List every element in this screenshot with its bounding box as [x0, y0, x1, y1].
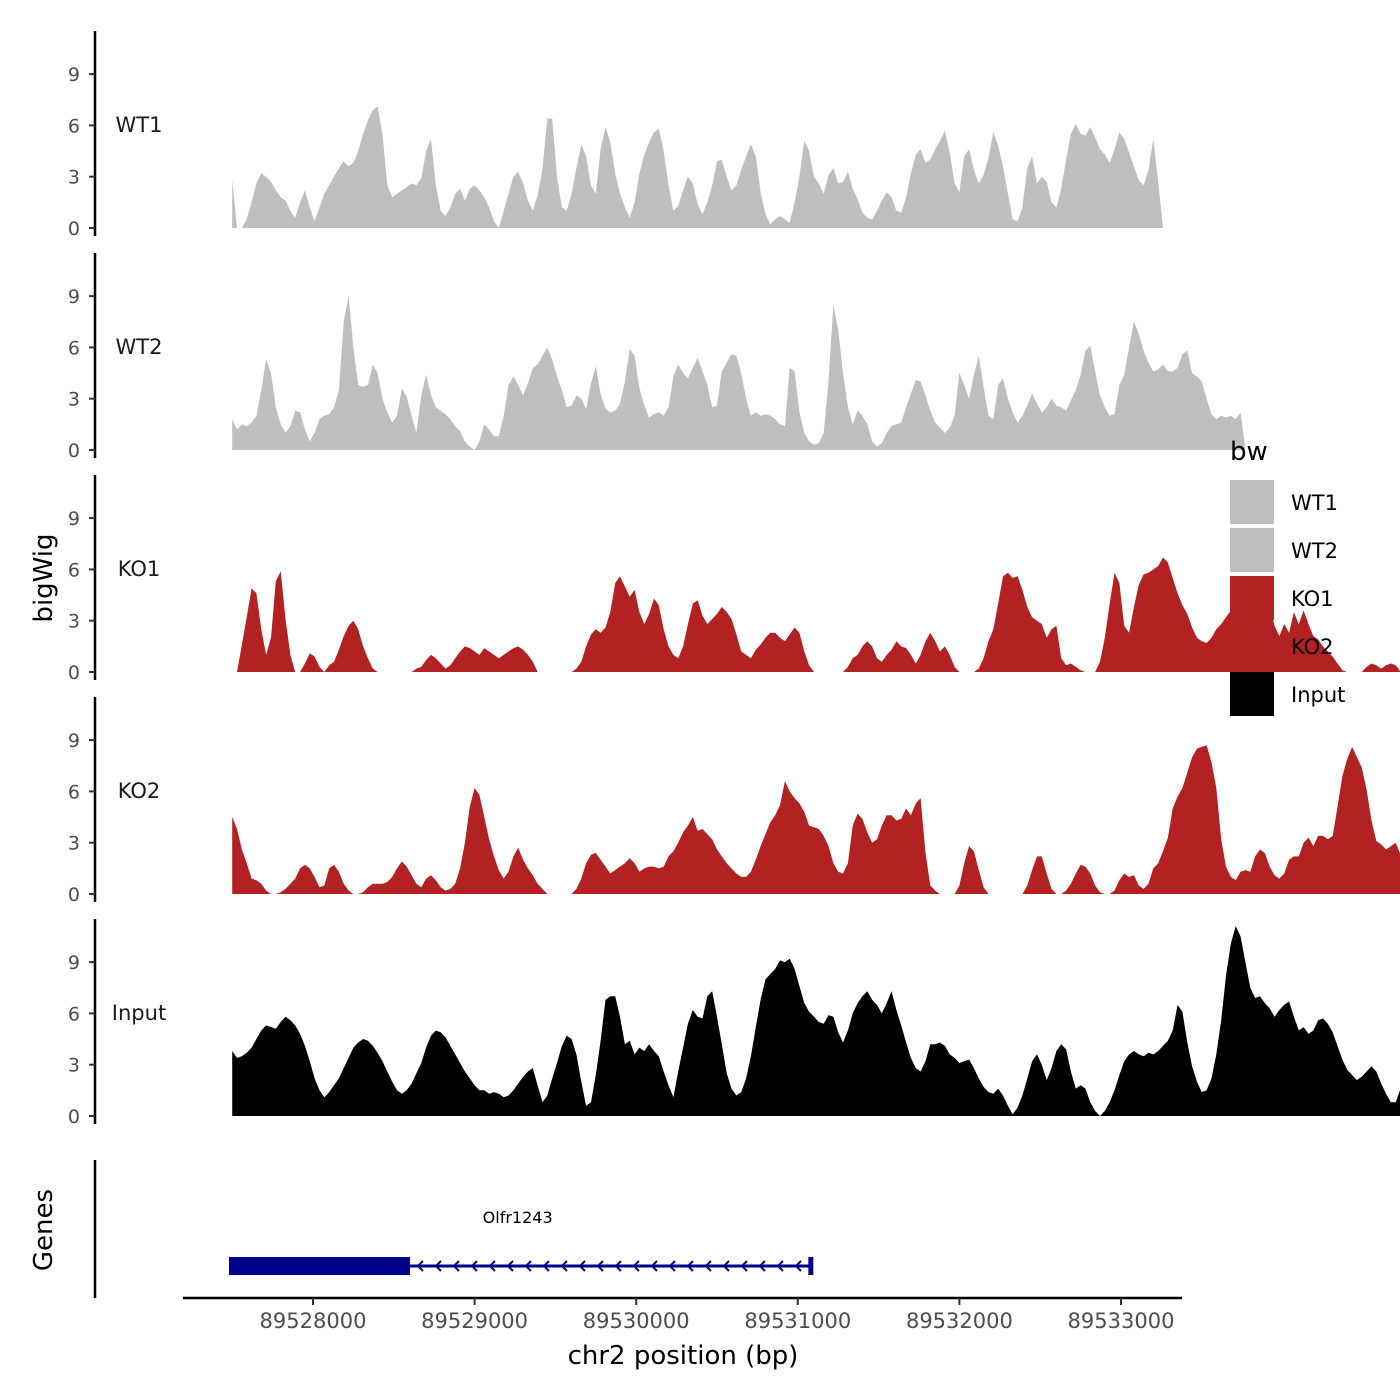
- y-tick-label: 6: [68, 115, 80, 137]
- y-axis-title: bigWig: [29, 533, 59, 622]
- gene-strand-chevron: [650, 1260, 658, 1272]
- x-tick-label: 89530000: [583, 1309, 690, 1333]
- y-tick-label: 0: [68, 440, 80, 462]
- y-tick-label: 9: [68, 730, 80, 752]
- gene-strand-chevron: [596, 1260, 604, 1272]
- gene-strand-chevron: [722, 1260, 730, 1272]
- gene-strand-chevron: [452, 1260, 460, 1272]
- gene-strand-chevron: [758, 1260, 766, 1272]
- gene-exon-block: [228, 1257, 410, 1275]
- y-tick-label: 3: [68, 389, 80, 411]
- gene-strand-chevron: [506, 1260, 514, 1272]
- gene-strand-chevron: [416, 1260, 424, 1272]
- y-tick-label: 6: [68, 781, 80, 803]
- y-tick-label: 9: [68, 508, 80, 530]
- x-tick-label: 89528000: [260, 1309, 367, 1333]
- y-tick-label: 3: [68, 611, 80, 633]
- y-tick-label: 6: [68, 559, 80, 581]
- y-tick-label: 0: [68, 1106, 80, 1128]
- gene-strand-chevron: [434, 1260, 442, 1272]
- y-tick-label: 9: [68, 64, 80, 86]
- legend-label: WT1: [1291, 491, 1338, 515]
- legend-swatch-input: [1230, 672, 1274, 716]
- y-tick-label: 3: [68, 833, 80, 855]
- gene-strand-chevron: [776, 1260, 784, 1272]
- legend-swatch-ko1: [1230, 576, 1274, 620]
- gene-strand-chevron: [614, 1260, 622, 1272]
- track-label: Input: [112, 1001, 166, 1025]
- gene-strand-chevron: [740, 1260, 748, 1272]
- y-tick-label: 3: [68, 1055, 80, 1077]
- gene-track-title: Genes: [29, 1189, 59, 1271]
- legend-label: KO1: [1291, 587, 1334, 611]
- track-label: WT1: [116, 113, 163, 137]
- series-area: [232, 745, 1400, 894]
- x-tick-label: 89531000: [744, 1309, 851, 1333]
- gene-strand-chevron: [686, 1260, 694, 1272]
- y-tick-label: 3: [68, 167, 80, 189]
- gene-strand-chevron: [560, 1260, 568, 1272]
- y-tick-label: 0: [68, 884, 80, 906]
- y-tick-label: 6: [68, 1003, 80, 1025]
- track-label: WT2: [116, 335, 163, 359]
- legend-swatch-wt2: [1230, 528, 1274, 572]
- y-tick-label: 9: [68, 952, 80, 974]
- legend-label: Input: [1291, 683, 1345, 707]
- gene-olfr1243: Olfr1243: [228, 1208, 814, 1275]
- x-tick-label: 89532000: [906, 1309, 1013, 1333]
- gene-strand-chevron: [488, 1260, 496, 1272]
- y-tick-label: 0: [68, 218, 80, 240]
- gene-strand-chevron: [524, 1260, 532, 1272]
- series-area: [232, 296, 1246, 450]
- track-ko1: 0 3 6 9 KO1: [68, 475, 1400, 684]
- legend-label: KO2: [1291, 635, 1334, 659]
- legend: bw WT1 WT2 KO1 KO2 Input: [1230, 437, 1345, 716]
- series-area: [232, 926, 1400, 1116]
- gene-strand-chevron: [668, 1260, 676, 1272]
- signal-tracks: 0 3 6 9 WT1 0 3 6 9 WT2 0 3 6 9 KO1 0 3 6 9 KO2 0 3 6 9 Input: [68, 31, 1400, 1128]
- x-axis-title: chr2 position (bp): [568, 1341, 799, 1371]
- track-wt1: 0 3 6 9 WT1: [68, 31, 1163, 240]
- legend-title: bw: [1230, 437, 1268, 467]
- y-tick-label: 0: [68, 662, 80, 684]
- track-label: KO1: [118, 557, 161, 581]
- legend-swatch-wt1: [1230, 480, 1274, 524]
- gene-name-label: Olfr1243: [483, 1208, 553, 1227]
- gene-strand-chevron: [704, 1260, 712, 1272]
- gene-strand-chevron: [794, 1260, 802, 1272]
- legend-label: WT2: [1291, 539, 1338, 563]
- gene-track: Olfr1243: [93, 1160, 814, 1298]
- x-tick-label: 89533000: [1068, 1309, 1175, 1333]
- gene-strand-chevron: [632, 1260, 640, 1272]
- track-wt2: 0 3 6 9 WT2: [68, 253, 1246, 462]
- x-axis: 89528000 89529000 89530000 89531000 89532000…: [183, 1296, 1182, 1333]
- series-area: [232, 106, 1163, 228]
- gene-strand-chevron: [578, 1260, 586, 1272]
- y-tick-label: 9: [68, 286, 80, 308]
- gene-strand-chevron: [470, 1260, 478, 1272]
- x-tick-label: 89529000: [421, 1309, 528, 1333]
- track-input: 0 3 6 9 Input: [68, 919, 1400, 1128]
- track-ko2: 0 3 6 9 KO2: [68, 697, 1400, 906]
- y-tick-label: 6: [68, 337, 80, 359]
- legend-swatch-ko2: [1230, 624, 1274, 668]
- track-label: KO2: [118, 779, 161, 803]
- gene-end-cap: [808, 1257, 814, 1275]
- series-area: [232, 557, 1400, 672]
- gene-strand-chevron: [542, 1260, 550, 1272]
